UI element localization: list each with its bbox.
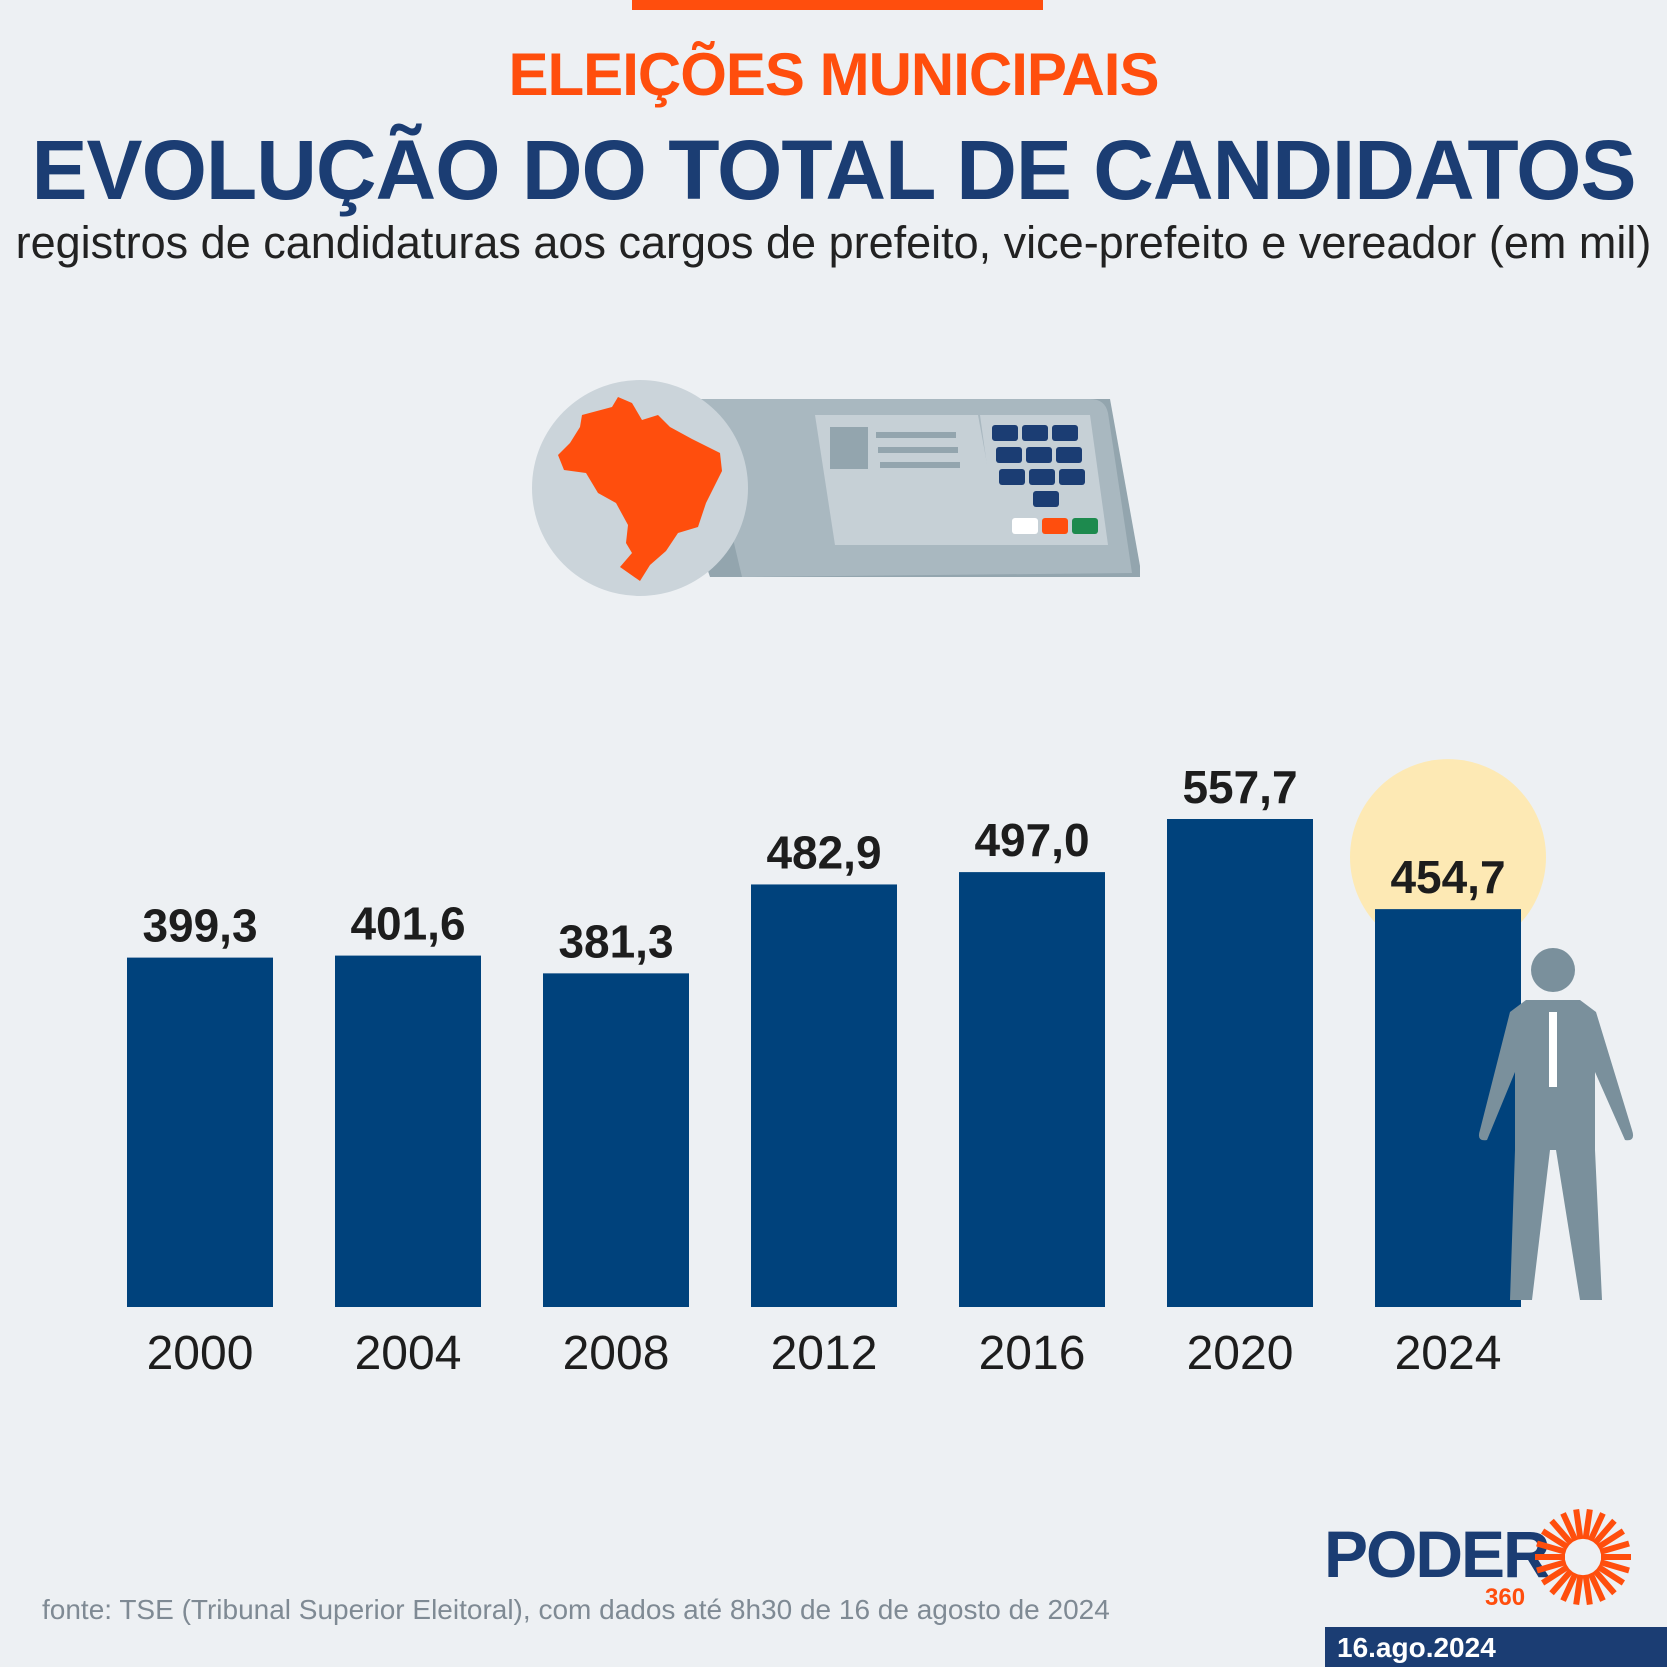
top-accent-bar bbox=[632, 0, 1043, 10]
sunburst-ray bbox=[1560, 1572, 1579, 1602]
value-label-2016: 497,0 bbox=[974, 814, 1089, 866]
logo-wordmark: PODER bbox=[1324, 1517, 1550, 1591]
sunburst-ray bbox=[1549, 1518, 1574, 1546]
category-label-2012: 2012 bbox=[771, 1327, 878, 1380]
sunburst-ray bbox=[1599, 1559, 1630, 1574]
value-label-2020: 557,7 bbox=[1182, 761, 1297, 813]
value-label-2024: 454,7 bbox=[1390, 851, 1505, 903]
logo-360: 360 bbox=[1485, 1584, 1525, 1611]
date-badge: 16.ago.2024 bbox=[1325, 1627, 1667, 1667]
bar-2004 bbox=[335, 955, 481, 1307]
sunburst-ray bbox=[1560, 1512, 1579, 1542]
sunburst-ray bbox=[1592, 1568, 1617, 1596]
source-note: fonte: TSE (Tribunal Superior Eleitoral)… bbox=[42, 1594, 1110, 1625]
bar-chart: 399,3 2000 401,6 2004 381,3 2008 482,9 2012 497,… bbox=[127, 759, 1634, 1380]
sunburst-ray bbox=[1587, 1572, 1606, 1602]
sunburst-ray bbox=[1587, 1512, 1606, 1542]
bar-2008 bbox=[543, 973, 689, 1307]
sunburst-ray bbox=[1540, 1528, 1570, 1550]
candidate-person-icon bbox=[1478, 948, 1634, 1300]
bar-2012 bbox=[751, 884, 897, 1307]
sunburst-ray bbox=[1599, 1540, 1630, 1555]
sunburst-ray bbox=[1573, 1574, 1584, 1605]
sunburst-ray bbox=[1536, 1540, 1567, 1555]
sunburst-ray bbox=[1592, 1518, 1617, 1546]
bar-2020 bbox=[1167, 819, 1313, 1307]
bar-2016 bbox=[959, 872, 1105, 1307]
bars-layer: 399,3 2000 401,6 2004 381,3 2008 482,9 2012 497,… bbox=[127, 761, 1521, 1380]
category-label-2004: 2004 bbox=[355, 1327, 462, 1380]
sunburst-icon bbox=[1535, 1509, 1631, 1605]
sunburst-ray bbox=[1596, 1528, 1626, 1550]
value-label-2012: 482,9 bbox=[766, 826, 881, 878]
category-label-2016: 2016 bbox=[979, 1327, 1086, 1380]
bar-2000 bbox=[127, 957, 273, 1307]
sunburst-ray bbox=[1536, 1559, 1567, 1574]
voting-machine-illustration bbox=[532, 380, 1140, 596]
sunburst-ray bbox=[1540, 1564, 1570, 1586]
sunburst-ray bbox=[1582, 1509, 1593, 1540]
category-label-2000: 2000 bbox=[147, 1327, 254, 1380]
highlight-circle bbox=[1350, 759, 1546, 956]
kicker: ELEIÇÕES MUNICIPAIS bbox=[508, 41, 1160, 108]
voting-machine-icon bbox=[650, 399, 1140, 577]
category-label-2020: 2020 bbox=[1187, 1327, 1294, 1380]
sunburst-ray bbox=[1596, 1564, 1626, 1586]
subtitle: registros de candidaturas aos cargos de … bbox=[15, 217, 1652, 268]
category-label-2008: 2008 bbox=[563, 1327, 670, 1380]
publication-date: 16.ago.2024 bbox=[1337, 1632, 1496, 1663]
page-title: EVOLUÇÃO DO TOTAL DE CANDIDATOS bbox=[31, 123, 1637, 217]
sunburst-ray bbox=[1573, 1509, 1584, 1540]
brazil-map-icon bbox=[532, 380, 748, 596]
value-label-2000: 399,3 bbox=[142, 900, 257, 952]
sunburst-ray bbox=[1549, 1568, 1574, 1596]
value-label-2004: 401,6 bbox=[350, 898, 465, 950]
category-label-2024: 2024 bbox=[1395, 1327, 1502, 1380]
value-label-2008: 381,3 bbox=[558, 915, 673, 967]
sunburst-ray bbox=[1582, 1574, 1593, 1605]
poder360-logo: PODER 360 bbox=[1324, 1509, 1631, 1611]
